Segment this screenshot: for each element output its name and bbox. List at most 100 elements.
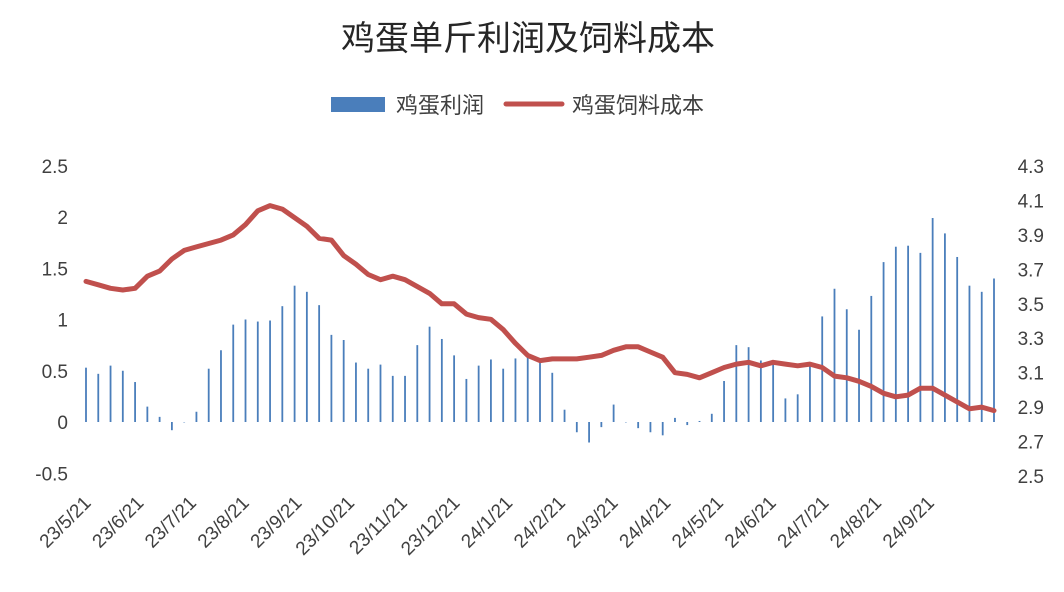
- right-tick-label: 3.5: [1018, 295, 1044, 316]
- profit-bar: [784, 398, 787, 422]
- profit-bar: [698, 420, 701, 422]
- feed-cost-line: [83, 203, 997, 414]
- x-tick-label: 24/7/21: [774, 493, 834, 553]
- profit-bar: [845, 309, 848, 422]
- profit-bar: [121, 370, 124, 422]
- profit-bar: [367, 368, 370, 422]
- profit-bar: [440, 338, 443, 422]
- x-tick-label: 23/10/21: [292, 493, 359, 560]
- right-tick-label: 3.3: [1018, 329, 1044, 350]
- legend-label-feed-cost: 鸡蛋饲料成本: [572, 94, 704, 119]
- profit-bar: [980, 291, 983, 422]
- profit-bar: [870, 295, 873, 422]
- left-tick-label: 0: [57, 413, 68, 434]
- profit-bar: [330, 334, 333, 422]
- profit-bar: [882, 262, 885, 422]
- profit-bar: [146, 406, 149, 422]
- left-tick-label: 2.5: [42, 157, 68, 178]
- profit-bar: [170, 422, 173, 431]
- profit-bar: [97, 373, 100, 422]
- x-tick-label: 24/9/21: [879, 493, 939, 553]
- profit-bar: [710, 413, 713, 422]
- profit-bar: [465, 378, 468, 422]
- profit-bar: [244, 319, 247, 422]
- profit-bar: [379, 364, 382, 422]
- profit-bar: [796, 394, 799, 422]
- profit-bar: [490, 359, 492, 422]
- x-tick-label: 24/6/21: [721, 493, 781, 553]
- profit-bar: [907, 245, 910, 422]
- x-tick-label: 24/1/21: [457, 493, 517, 553]
- profit-bar: [342, 340, 345, 422]
- profit-bar: [735, 345, 738, 422]
- right-tick-label: 3.1: [1018, 364, 1044, 385]
- profit-bar: [858, 329, 860, 422]
- right-tick-label: 3.7: [1018, 260, 1044, 281]
- profit-bar: [759, 360, 762, 422]
- profit-bar: [502, 368, 505, 422]
- profit-bar: [404, 375, 406, 422]
- right-tick-label: 4.3: [1018, 157, 1044, 178]
- x-tick-label: 23/5/21: [36, 493, 96, 553]
- profit-bar: [612, 404, 615, 422]
- profit-bar: [416, 345, 419, 422]
- legend-swatch-profit: [331, 97, 385, 112]
- profit-bar: [195, 411, 198, 422]
- profit-bar: [158, 416, 161, 422]
- profit-bar: [747, 347, 750, 422]
- profit-bars: [85, 218, 995, 443]
- profit-bar: [588, 422, 590, 443]
- x-tick-label: 23/12/21: [397, 493, 464, 560]
- profit-bar: [637, 422, 640, 429]
- x-tick-label: 24/2/21: [510, 493, 570, 553]
- profit-bar: [968, 285, 971, 422]
- right-tick-label: 2.5: [1018, 467, 1044, 488]
- left-axis: 2.5 2 1.5 1 0.5 0 -0.5: [35, 157, 68, 486]
- legend: 鸡蛋利润 鸡蛋饲料成本: [331, 94, 704, 119]
- profit-bar: [674, 417, 676, 422]
- x-tick-label: 23/8/21: [194, 493, 254, 553]
- left-tick-label: 1: [57, 311, 68, 332]
- profit-bar: [993, 278, 995, 422]
- profit-bar: [956, 256, 959, 422]
- x-axis: 23/5/2123/6/2123/7/2123/8/2123/9/2123/10…: [36, 493, 939, 560]
- x-tick-label: 24/4/21: [616, 493, 676, 553]
- x-tick-label: 24/8/21: [826, 493, 886, 553]
- left-tick-label: 0.5: [42, 362, 68, 383]
- right-axis: 4.3 4.1 3.9 3.7 3.5 3.3 3.1 2.9 2.7 2.5: [1018, 157, 1044, 488]
- right-tick-label: 2.9: [1018, 398, 1044, 419]
- profit-bar: [772, 363, 775, 422]
- profit-bar: [281, 306, 284, 422]
- profit-bar: [931, 218, 934, 422]
- profit-bar: [809, 365, 811, 422]
- profit-bar: [256, 321, 259, 422]
- right-tick-label: 4.1: [1018, 191, 1044, 212]
- profit-bar: [539, 360, 541, 422]
- profit-bar: [944, 233, 946, 422]
- profit-bar: [477, 365, 480, 422]
- profit-bar: [232, 324, 235, 422]
- left-tick-label: 2: [57, 208, 68, 229]
- profit-bar: [207, 368, 210, 422]
- profit-bar: [526, 356, 529, 422]
- profit-bar: [428, 326, 431, 422]
- profit-bar: [686, 422, 689, 426]
- profit-bar: [661, 422, 664, 436]
- profit-bar: [318, 305, 321, 422]
- profit-bar: [600, 422, 603, 428]
- profit-bar: [355, 362, 357, 422]
- profit-bar: [649, 422, 652, 433]
- profit-bar: [514, 358, 517, 422]
- x-tick-label: 23/6/21: [89, 493, 149, 553]
- right-tick-label: 3.9: [1018, 226, 1044, 247]
- profit-bar: [551, 372, 554, 422]
- profit-bar: [269, 320, 271, 422]
- profit-bar: [894, 246, 897, 422]
- profit-bar: [453, 355, 456, 422]
- left-tick-label: -0.5: [35, 464, 68, 485]
- profit-bar: [563, 409, 566, 422]
- chart-title: 鸡蛋单斤利润及饲料成本: [341, 19, 715, 59]
- profit-bar: [723, 381, 725, 422]
- profit-bar: [220, 350, 222, 422]
